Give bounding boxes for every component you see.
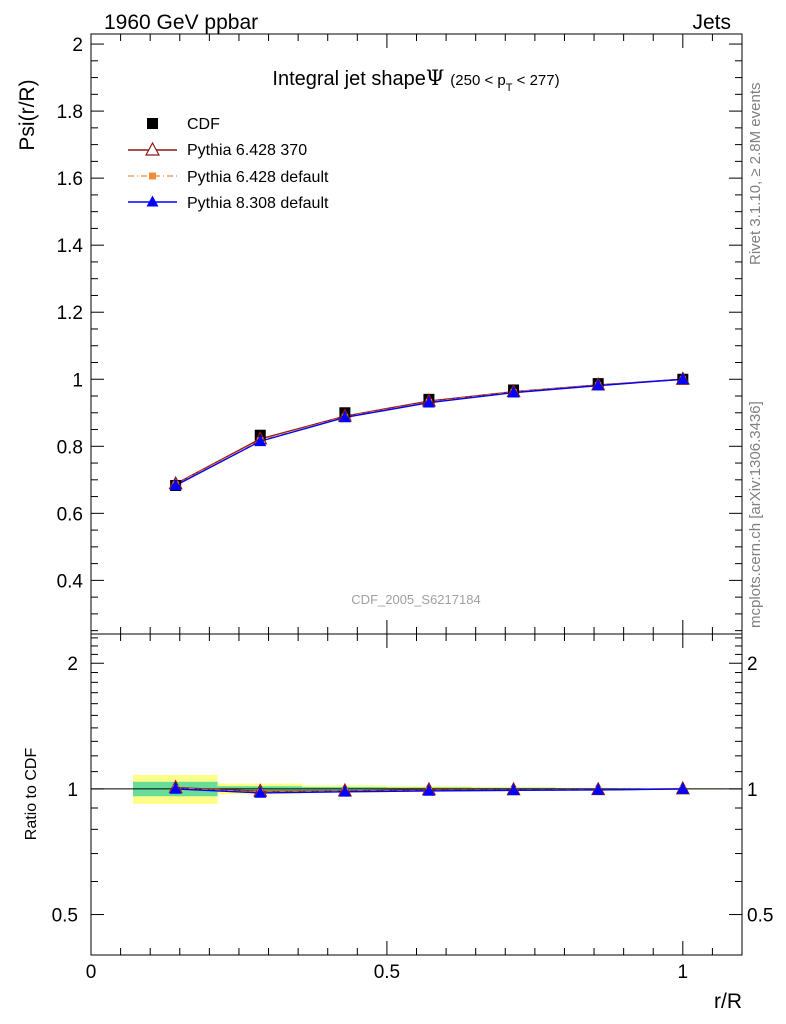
data-point — [507, 386, 520, 398]
header-right: Jets — [692, 11, 731, 34]
ratio-y-axis-label: Ratio to CDF — [23, 748, 40, 841]
legend-marker-pythia8-default — [146, 195, 159, 207]
main-panel: 0.4 0.6 0.8 1 1.2 1.4 1.6 1.8 2 Psi(r/R) CDF_200… — [16, 33, 743, 635]
legend-item-pythia6-370: Pythia 6.428 370 — [128, 141, 307, 159]
legend-marker-pythia6-370 — [144, 141, 161, 156]
data-point — [507, 783, 520, 796]
ratio-tick-label-right: 1 — [747, 780, 758, 801]
ratio-tick-label: 1 — [67, 780, 78, 801]
legend-label-cdf: CDF — [187, 116, 220, 133]
y-tick-label: 1.4 — [57, 236, 84, 257]
title-cut-pre: (250 < p — [450, 72, 505, 89]
watermark: CDF_2005_S6217184 — [351, 592, 480, 607]
side-label-bottom: mcplots.cern.ch [arXiv:1306.3436] — [747, 401, 764, 628]
title-cut-sub: T — [506, 82, 513, 94]
data-point — [592, 379, 605, 391]
x-tick-label: 1 — [678, 962, 689, 983]
ratio-series — [168, 779, 690, 798]
legend: CDF Pythia 6.428 370 Pythia 6.428 defaul… — [128, 116, 329, 212]
y-tick-label: 1.6 — [57, 169, 83, 190]
y-tick-label: 1 — [72, 370, 83, 391]
y-tick-label: 1.2 — [57, 303, 83, 324]
data-point — [254, 434, 267, 447]
data-point — [338, 785, 351, 797]
y-tick-label: 2 — [72, 35, 83, 56]
x-tick-label: 0 — [86, 962, 97, 983]
y-tick-label: 0.8 — [57, 437, 83, 458]
ratio-tick-label-right: 2 — [747, 654, 758, 675]
side-label-top: Rivet 3.1.10, ≥ 2.8M events — [747, 83, 764, 266]
title-symbol: Ψ — [426, 66, 444, 90]
legend-item-pythia8-default: Pythia 8.308 default — [128, 195, 329, 212]
y-tick-label: 1.8 — [57, 102, 83, 123]
ratio-ticks: 0.5 0.5 1 1 2 2 — [52, 637, 773, 927]
data-point — [338, 410, 351, 423]
y-tick-label: 0.4 — [57, 571, 84, 592]
data-point — [422, 784, 435, 796]
x-axis-ticks: 0 0.5 1 — [86, 34, 743, 983]
legend-item-pythia6-default: Pythia 6.428 default — [128, 169, 329, 186]
data-point — [254, 786, 267, 798]
ratio-panel: 0.5 0.5 1 1 2 2 Ratio to CDF — [23, 633, 773, 956]
y-tick-label: 0.6 — [57, 504, 83, 525]
ratio-tick-label: 2 — [67, 654, 78, 675]
x-tick-label: 0.5 — [374, 962, 400, 983]
legend-label-pythia6-370: Pythia 6.428 370 — [187, 142, 307, 159]
data-point — [422, 396, 435, 408]
legend-label-pythia6-default: Pythia 6.428 default — [187, 169, 329, 186]
ratio-tick-label-right: 0.5 — [747, 906, 773, 927]
legend-marker-cdf — [147, 118, 158, 129]
title-cut-post: < 277) — [512, 72, 559, 89]
legend-label-pythia8-default: Pythia 8.308 default — [187, 195, 329, 212]
header-left: 1960 GeV ppbar — [104, 11, 258, 34]
chart-title: Integral jet shapeΨ (250 < pT < 277) — [272, 66, 559, 94]
data-point — [592, 783, 605, 795]
x-axis-label: r/R — [714, 990, 742, 1013]
data-point — [169, 478, 182, 491]
main-series — [168, 371, 690, 492]
data-point — [676, 372, 689, 385]
legend-marker-pythia6-default — [149, 172, 156, 180]
legend-item-cdf: CDF — [147, 116, 220, 133]
ratio-tick-label: 0.5 — [52, 906, 78, 927]
title-main: Integral jet shape — [272, 68, 425, 90]
main-ticks: 0.4 0.6 0.8 1 1.2 1.4 1.6 1.8 2 — [57, 35, 742, 632]
data-point — [676, 782, 689, 794]
y-axis-label: Psi(r/R) — [16, 79, 39, 150]
data-point — [169, 782, 182, 794]
